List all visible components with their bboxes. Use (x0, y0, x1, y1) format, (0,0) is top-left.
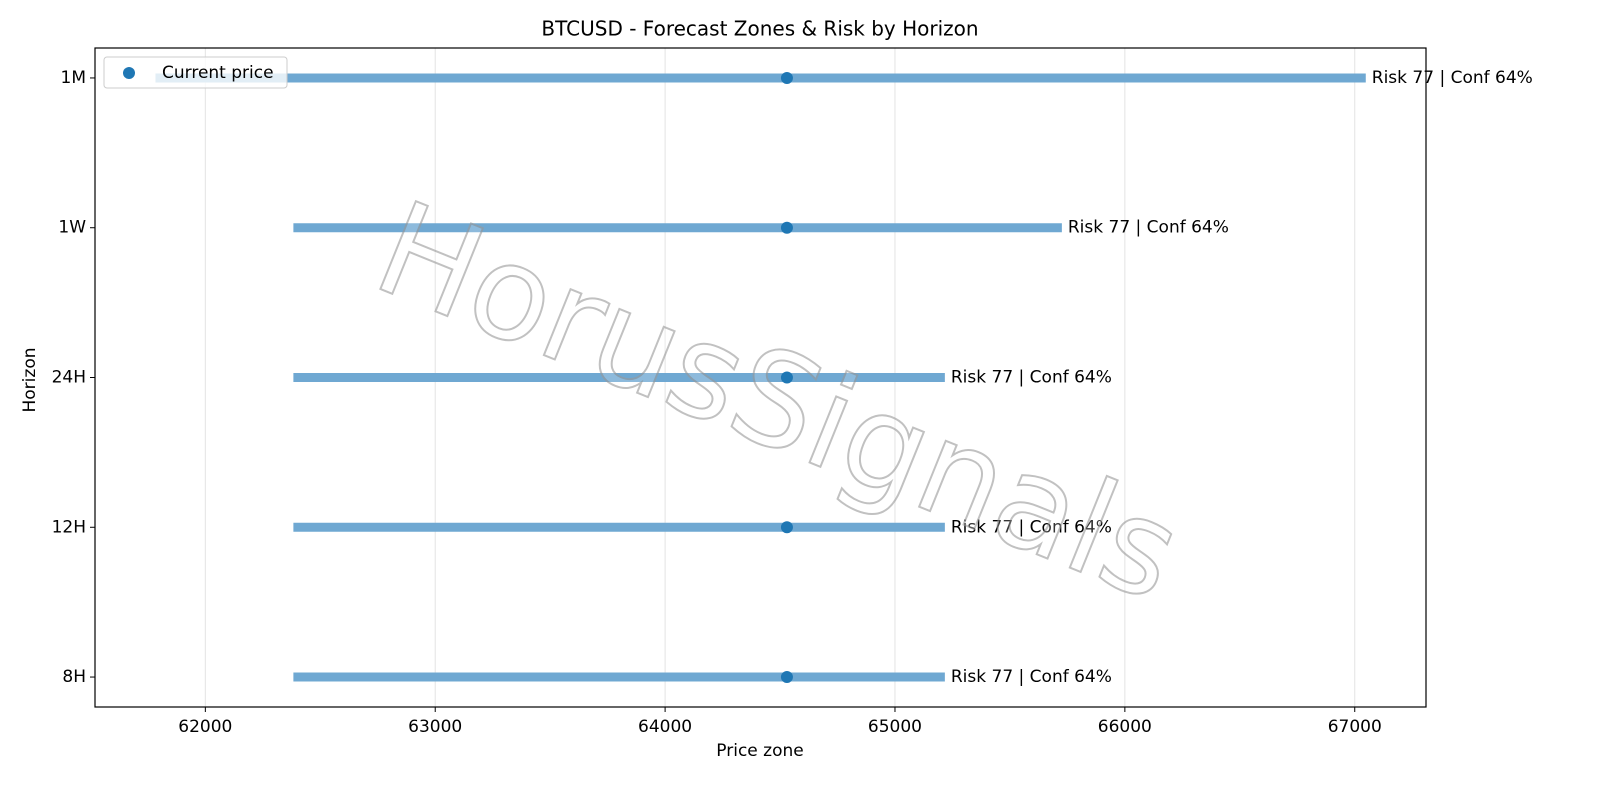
chart-title: BTCUSD - Forecast Zones & Risk by Horizo… (541, 17, 978, 41)
x-tick-label: 67000 (1328, 717, 1382, 737)
zone-annotation: Risk 77 | Conf 64% (951, 368, 1112, 388)
y-axis-label: Horizon (20, 348, 40, 413)
y-tick-label: 1W (58, 218, 86, 238)
zone-annotation: Risk 77 | Conf 64% (1068, 218, 1229, 238)
legend-box (103, 56, 288, 89)
legend-marker (123, 67, 135, 79)
y-tick-label: 24H (52, 368, 86, 388)
x-tick-label: 66000 (1098, 717, 1152, 737)
y-tick-label: 12H (52, 517, 86, 537)
plot-frame (94, 47, 1427, 708)
y-tick-label: 1M (61, 68, 86, 88)
x-axis-label: Price zone (716, 741, 803, 761)
zone-annotation: Risk 77 | Conf 64% (951, 667, 1112, 687)
x-tick-label: 64000 (638, 717, 692, 737)
current-price (780, 71, 793, 84)
zone-annotation: Risk 77 | Conf 64% (951, 517, 1112, 537)
current-price (780, 521, 793, 534)
x-tick-label: 62000 (178, 717, 232, 737)
watermark: HorusSignals (357, 172, 1200, 631)
zone-annotation: Risk 77 | Conf 64% (1372, 68, 1533, 88)
current-price (780, 221, 793, 234)
y-tick-label: 8H (62, 667, 86, 687)
x-tick-label: 63000 (408, 717, 462, 737)
current-price (780, 371, 793, 384)
current-price (780, 671, 793, 684)
x-tick-label: 65000 (868, 717, 922, 737)
legend-label: Current price (162, 63, 274, 83)
